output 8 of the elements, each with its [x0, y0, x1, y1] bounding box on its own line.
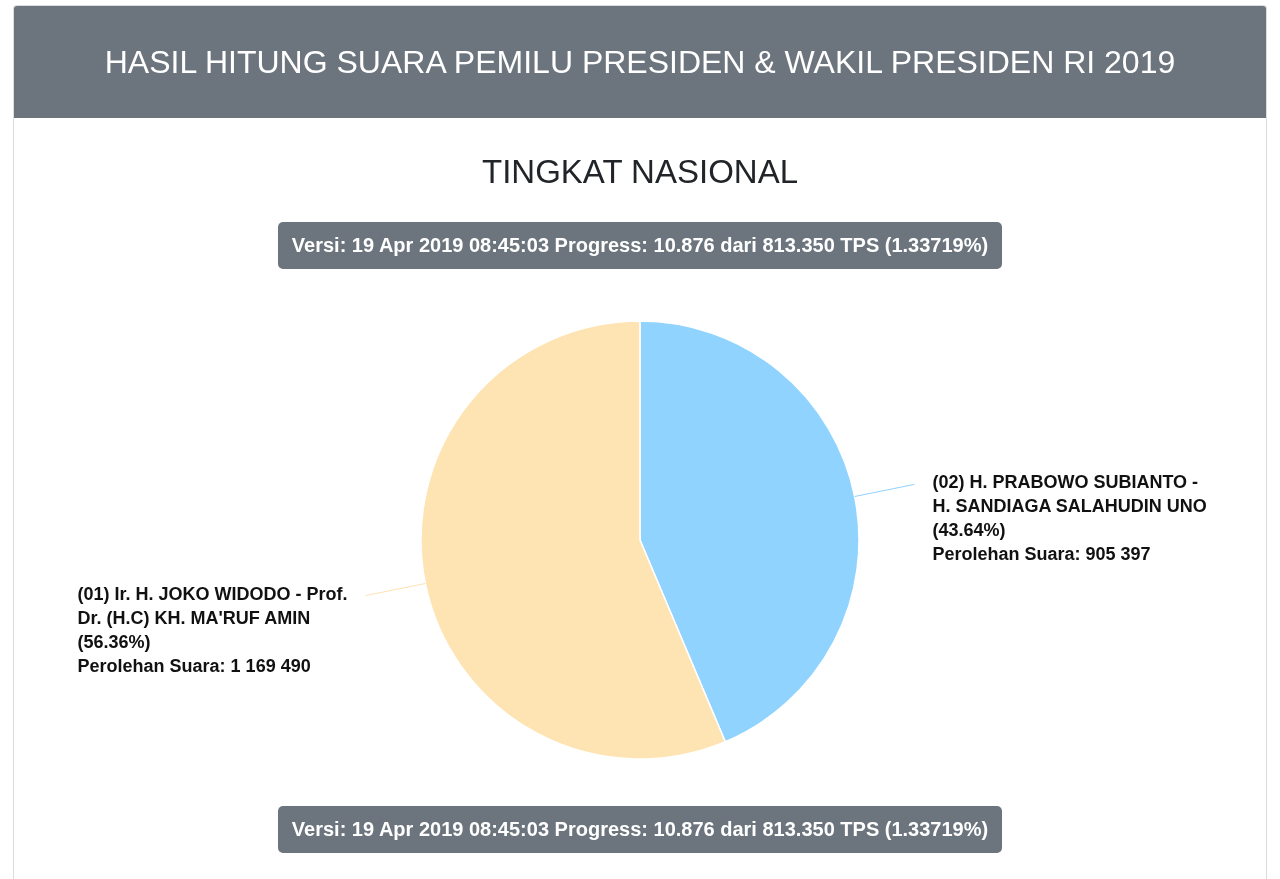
- data-label: (43.64%) Perolehan Suara: 905 397: [932, 520, 1151, 565]
- chart-subtitle: TINGKAT NASIONAL: [481, 153, 799, 191]
- chart-title: HASIL HITUNG SUARA PEMILU PRESIDEN & WAKIL PRESIDEN RI 2019: [14, 6, 1266, 118]
- data-label: (56.36%) Perolehan Suara: 1 169 490: [77, 631, 311, 676]
- slice-label: (02) H. PRABOWO SUBIANTO - H. SANDIAGA SALAHUDIN UNO: [932, 472, 1207, 517]
- text: Versi: 19 Apr 2019 08:45:03 Progress: 10.876 dari 813.350 TPS (1.33719%): [277, 806, 1003, 853]
- text: Versi: 19 Apr 2019 08:45:03 Progress: 10.876 dari 813.350 TPS (1.33719%): [277, 222, 1003, 269]
- slice-label: (01) Ir. H. JOKO WIDODO - Prof. Dr. (H.C) KH. MA'RUF AMIN: [77, 583, 348, 628]
